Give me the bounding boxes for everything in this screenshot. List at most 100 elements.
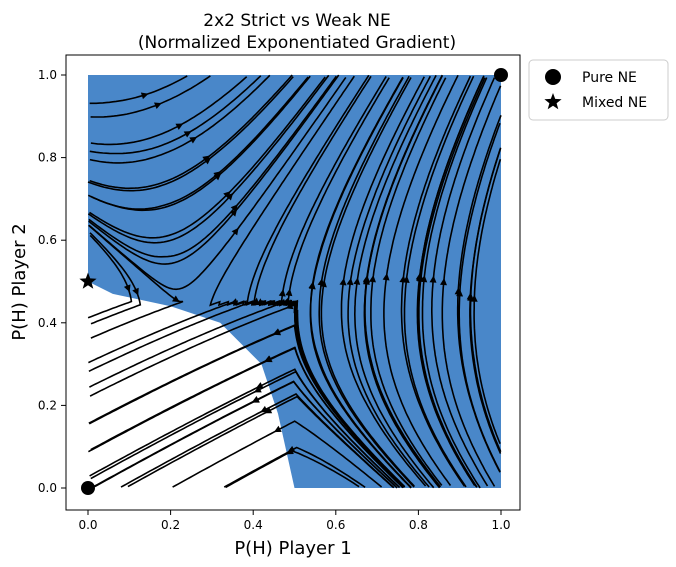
streamline-arrow: [230, 298, 239, 305]
streamline: [458, 122, 501, 472]
streamline-arrow: [382, 273, 390, 281]
x-tick-label: 0.6: [326, 518, 345, 532]
streamline-arrow: [202, 155, 211, 163]
streamline: [370, 77, 447, 486]
plot-frame: [65, 54, 521, 511]
streamline-arrow: [264, 355, 273, 362]
streamline-arrow: [260, 405, 269, 413]
y-tick-label: 0.6: [38, 233, 57, 247]
streamline: [87, 76, 294, 192]
streamline-arrow: [456, 289, 464, 297]
x-tick-label: 0.4: [244, 518, 263, 532]
legend: Pure NE Mixed NE: [528, 59, 669, 121]
streamline-arrow: [417, 274, 424, 282]
streamline: [363, 74, 444, 488]
x-tick-label: 1.0: [491, 518, 510, 532]
streamline-arrow: [278, 289, 286, 297]
y-axis: 0.0 0.2 0.4 0.6 0.8 1.0: [38, 68, 66, 495]
streamline: [421, 77, 488, 489]
streamline-arrow: [272, 328, 281, 335]
legend-pure-ne-marker: [545, 69, 561, 85]
streamline-arrow: [183, 131, 192, 138]
streamline: [90, 370, 400, 488]
streamline: [383, 74, 459, 486]
pure-ne-marker: [494, 68, 508, 82]
streamline: [320, 77, 415, 487]
y-axis-label: P(H) Player 2: [9, 223, 30, 340]
streamline: [88, 74, 340, 265]
streamline-arrow: [154, 102, 162, 109]
streamline-arrow: [140, 92, 149, 100]
x-axis-label: P(H) Player 1: [234, 538, 351, 559]
legend-mixed-ne-label: Mixed NE: [582, 95, 647, 111]
streamline: [318, 75, 415, 488]
streamline-arrow: [253, 386, 262, 393]
y-tick-label: 0.2: [38, 398, 57, 412]
streamline: [172, 420, 383, 488]
mixed-ne-marker: [79, 272, 97, 289]
x-tick-label: 0.8: [409, 518, 428, 532]
streamline: [87, 74, 330, 244]
streamline: [309, 77, 412, 489]
x-axis: 0.0 0.2 0.4 0.6 0.8 1.0: [78, 510, 511, 532]
streamline-arrow: [285, 288, 293, 297]
streamline: [280, 75, 404, 487]
legend-pure-ne-label: Pure NE: [582, 70, 637, 86]
streamline-arrow: [362, 274, 370, 283]
streamline-arrow: [466, 292, 474, 300]
streamline: [90, 76, 309, 210]
streamline: [89, 75, 262, 155]
streamline-arrow: [369, 275, 376, 283]
streamline-arrow: [225, 193, 234, 201]
streamline-arrow: [229, 209, 238, 217]
streamline-arrow: [172, 295, 180, 303]
streamline: [90, 346, 404, 488]
streamline: [89, 232, 142, 325]
y-tick-label: 1.0: [38, 68, 57, 82]
streamline-arrow: [189, 136, 198, 144]
y-tick-label: 0.0: [38, 481, 57, 495]
streamline: [87, 234, 133, 319]
chart-title-line-1: 2x2 Strict vs Weak NE: [203, 11, 390, 31]
streamline: [469, 147, 502, 454]
streamline-arrow: [286, 447, 294, 455]
streamline-arrow: [213, 171, 221, 179]
streamline: [353, 75, 437, 489]
streamline-arrow: [255, 382, 264, 389]
streamline: [88, 75, 337, 258]
y-tick-label: 0.8: [38, 151, 57, 165]
region-layer: [88, 75, 501, 488]
streamline-arrow: [402, 275, 410, 283]
streamline-arrow: [339, 278, 347, 286]
stream-layer: [87, 74, 502, 489]
streamline-arrow: [346, 277, 354, 286]
x-tick-label: 0.0: [78, 518, 97, 532]
streamline: [400, 75, 472, 487]
streamline: [223, 446, 366, 488]
streamline-arrow: [223, 191, 231, 199]
streamline-arrow: [175, 123, 184, 130]
legend-mixed-ne-marker: [544, 93, 562, 110]
plot-area: [65, 54, 521, 511]
streamline-arrow: [231, 227, 239, 236]
streamline-arrow: [319, 279, 327, 288]
streamline-arrow: [353, 277, 361, 285]
x-tick-label: 0.2: [161, 518, 180, 532]
streamline-arrow: [470, 294, 478, 302]
streamline: [90, 75, 211, 118]
streamline-arrow: [264, 406, 273, 414]
pure-ne-marker: [81, 481, 95, 495]
streamline: [418, 77, 486, 488]
streamline: [347, 75, 432, 488]
streamline-arrow: [123, 284, 131, 293]
streamline: [441, 85, 502, 487]
legend-frame: [528, 59, 669, 121]
streamline-arrow: [429, 275, 437, 283]
streamline: [89, 74, 271, 164]
streamline-arrow: [251, 396, 260, 403]
streamline-arrow: [440, 278, 447, 286]
streamline-arrow: [252, 297, 260, 305]
streamline-arrow: [308, 282, 316, 290]
marker-layer: [79, 68, 508, 495]
